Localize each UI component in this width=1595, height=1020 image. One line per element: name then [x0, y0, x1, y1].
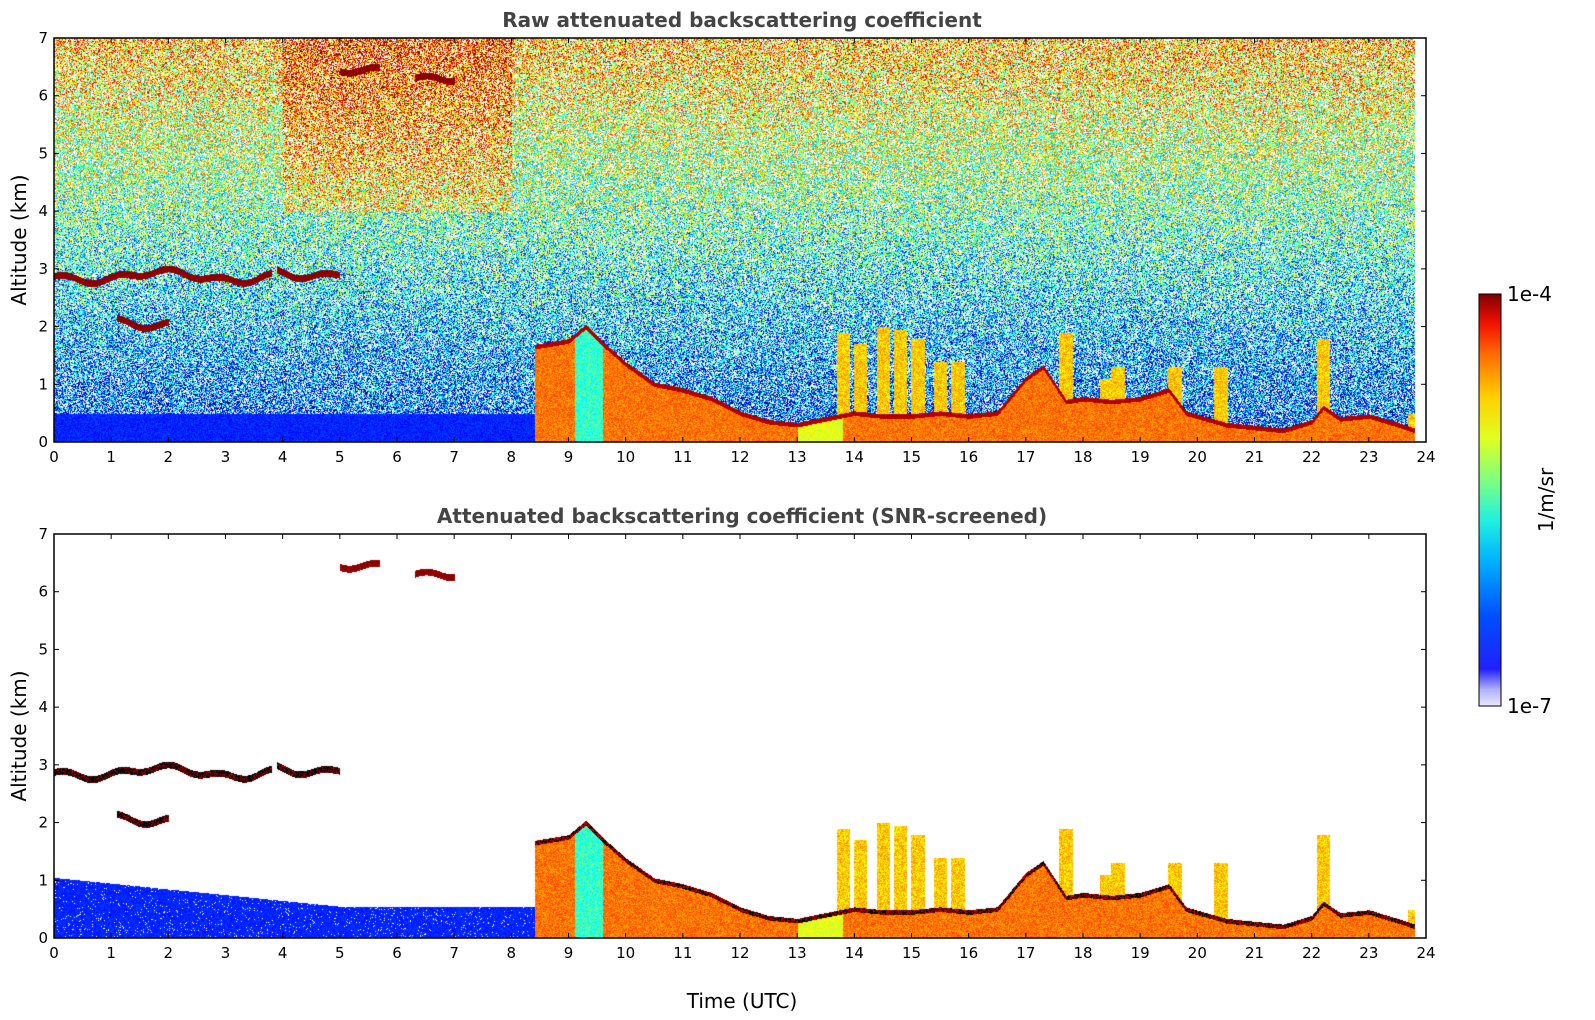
x-tick-label: 11	[673, 448, 692, 466]
panel-screened-title: Attenuated backscattering coefficient (S…	[437, 504, 1047, 528]
panel-raw-ylabel: Altitude (km)	[7, 174, 31, 305]
colorbar-max-label: 1e-4	[1507, 282, 1552, 306]
x-tick-label: 16	[959, 944, 978, 962]
x-tick-label: 9	[564, 448, 574, 466]
x-tick-label: 0	[49, 944, 59, 962]
x-tick-label: 1	[106, 448, 116, 466]
x-tick-label: 12	[730, 448, 749, 466]
x-tick-label: 7	[449, 944, 459, 962]
y-tick-label: 3	[38, 756, 48, 774]
x-tick-label: 15	[902, 448, 921, 466]
y-tick-label: 0	[38, 433, 48, 451]
x-tick-label: 12	[730, 944, 749, 962]
x-tick-label: 2	[164, 448, 174, 466]
x-tick-label: 15	[902, 944, 921, 962]
x-tick-label: 0	[49, 448, 59, 466]
x-tick-label: 24	[1416, 448, 1435, 466]
y-tick-label: 2	[38, 814, 48, 832]
x-tick-label: 17	[1016, 944, 1035, 962]
x-tick-label: 6	[392, 448, 402, 466]
x-tick-label: 8	[507, 944, 517, 962]
x-tick-label: 4	[278, 944, 288, 962]
panel-raw-heatmap	[54, 38, 1426, 442]
y-tick-label: 4	[38, 202, 48, 220]
x-tick-label: 13	[788, 944, 807, 962]
x-tick-label: 18	[1073, 448, 1092, 466]
panel-screened: Attenuated backscattering coefficient (S…	[7, 504, 1436, 1013]
y-tick-label: 6	[38, 87, 48, 105]
x-tick-label: 23	[1359, 448, 1378, 466]
x-tick-label: 9	[564, 944, 574, 962]
y-tick-label: 4	[38, 698, 48, 716]
x-tick-label: 6	[392, 944, 402, 962]
x-tick-label: 10	[616, 944, 635, 962]
y-tick-label: 1	[38, 375, 48, 393]
x-tick-label: 3	[221, 448, 231, 466]
y-tick-label: 5	[38, 640, 48, 658]
x-tick-label: 17	[1016, 448, 1035, 466]
x-tick-label: 3	[221, 944, 231, 962]
panel-raw: Raw attenuated backscattering coefficien…	[7, 8, 1436, 466]
x-tick-label: 19	[1131, 448, 1150, 466]
x-tick-label: 5	[335, 448, 345, 466]
colorbar-gradient	[1478, 293, 1502, 707]
x-tick-label: 18	[1073, 944, 1092, 962]
x-tick-label: 22	[1302, 448, 1321, 466]
panel-screened-heatmap	[54, 534, 1426, 938]
x-tick-label: 14	[845, 944, 864, 962]
x-tick-label: 24	[1416, 944, 1435, 962]
y-tick-label: 2	[38, 318, 48, 336]
x-tick-label: 22	[1302, 944, 1321, 962]
x-tick-label: 7	[449, 448, 459, 466]
panel-screened-ylabel: Altitude (km)	[7, 670, 31, 801]
x-tick-label: 13	[788, 448, 807, 466]
y-tick-label: 6	[38, 583, 48, 601]
x-tick-label: 16	[959, 448, 978, 466]
x-tick-label: 5	[335, 944, 345, 962]
colorbar-unit-label: 1/m/sr	[1534, 467, 1558, 532]
x-tick-label: 21	[1245, 944, 1264, 962]
colorbar: 1e-4 1e-7 1/m/sr	[1478, 282, 1558, 718]
colorbar-min-label: 1e-7	[1507, 694, 1552, 718]
x-tick-label: 23	[1359, 944, 1378, 962]
panel-screened-xlabel: Time (UTC)	[686, 989, 798, 1013]
x-tick-label: 20	[1188, 944, 1207, 962]
x-tick-label: 8	[507, 448, 517, 466]
y-tick-label: 7	[38, 29, 48, 47]
x-tick-label: 1	[106, 944, 116, 962]
y-tick-label: 1	[38, 871, 48, 889]
panel-screened-ticks: 0 1 2 3 4 5 6 7 8 9 10 11 12 13 14 15 16 17 18 19 20 21 22 23 24…	[38, 525, 1435, 962]
x-tick-label: 19	[1131, 944, 1150, 962]
y-tick-label: 3	[38, 260, 48, 278]
x-tick-label: 11	[673, 944, 692, 962]
panel-raw-ticks: 0 1 2 3 4 5 6 7 8 9 10 11 12 13 14 15 16 17 18 19 20 21 22 23 24…	[38, 29, 1435, 466]
x-tick-label: 20	[1188, 448, 1207, 466]
x-tick-label: 4	[278, 448, 288, 466]
x-tick-label: 21	[1245, 448, 1264, 466]
y-tick-label: 7	[38, 525, 48, 543]
x-tick-label: 2	[164, 944, 174, 962]
y-tick-label: 5	[38, 144, 48, 162]
x-tick-label: 10	[616, 448, 635, 466]
y-tick-label: 0	[38, 929, 48, 947]
x-tick-label: 14	[845, 448, 864, 466]
panel-raw-title: Raw attenuated backscattering coefficien…	[502, 8, 982, 32]
